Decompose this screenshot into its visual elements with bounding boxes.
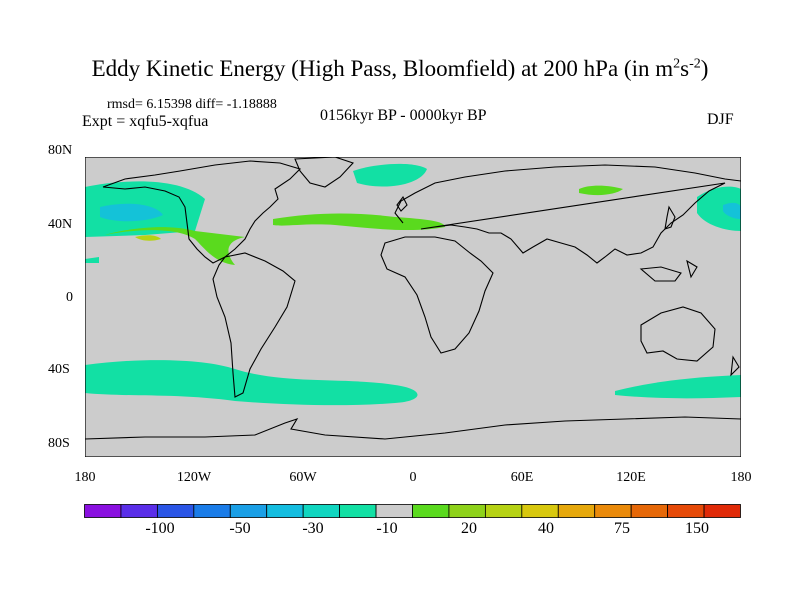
region-southern-ocean-east: [615, 375, 741, 399]
x-tick-120e: 120E: [616, 470, 646, 485]
map-plot: [85, 157, 741, 457]
region-norwegian-sea: [353, 163, 427, 187]
period-label: 0156kyr BP - 0000kyr BP: [320, 107, 487, 124]
coast-new-zealand: [730, 355, 740, 377]
colorbar-box: [339, 504, 377, 518]
x-tick-60w: 60W: [289, 470, 317, 485]
colorbar-label: 150: [685, 520, 709, 537]
colorbar-box: [448, 504, 486, 518]
colorbar-box: [120, 504, 158, 518]
coast-uk: [396, 195, 408, 212]
colorbar-label: 40: [538, 520, 554, 537]
colorbar-box: [630, 504, 669, 518]
colorbar-box: [703, 504, 741, 518]
season-label: DJF: [707, 111, 734, 128]
colorbar: [84, 504, 741, 518]
coast-africa: [380, 236, 494, 354]
colorbar-box: [521, 504, 559, 518]
x-tick-0: 0: [409, 470, 417, 485]
colorbar-label: -50: [229, 520, 251, 537]
coast-australia: [640, 306, 716, 362]
region-e-pacific-core: [135, 235, 161, 241]
region-n-pacific-core: [100, 203, 163, 222]
colorbar-box: [193, 504, 231, 518]
map-title: Eddy Kinetic Energy (High Pass, Bloomfie…: [91, 56, 709, 81]
coast-north-america: [102, 160, 302, 264]
colorbar-box: [594, 504, 632, 518]
coast-antarctica: [85, 416, 741, 440]
colorbar-box: [484, 504, 523, 518]
coast-japan: [664, 205, 676, 230]
colorbar-box: [412, 504, 450, 518]
region-southern-ocean-west: [85, 360, 418, 406]
y-tick-eq: 0: [66, 290, 73, 305]
y-tick-80n: 80N: [48, 143, 73, 158]
x-tick-180e: 180: [730, 470, 752, 485]
colorbar-box: [229, 504, 268, 518]
x-tick-60e: 60E: [510, 470, 534, 485]
colorbar-box: [266, 504, 304, 518]
colorbar-label: 20: [461, 520, 477, 537]
region-e-pacific: [105, 227, 245, 265]
stats-label: rmsd= 6.15398 diff= -1.18888: [107, 97, 277, 112]
colorbar-label: -10: [376, 520, 398, 537]
coast-south-america: [212, 252, 296, 398]
experiment-label: Expt = xqfu5-xqfua: [82, 113, 209, 130]
y-tick-40n: 40N: [48, 217, 73, 232]
coast-greenland: [294, 157, 354, 188]
x-tick-180w: 180: [74, 470, 96, 485]
colorbar-box: [84, 504, 122, 518]
region-tiny-w-pacific: [85, 257, 99, 263]
colorbar-box: [557, 504, 596, 518]
region-ne-pacific: [697, 186, 741, 231]
colorbar-label: -100: [145, 520, 175, 537]
x-tick-120w: 120W: [176, 470, 212, 485]
coast-southeast-asia: [639, 259, 698, 282]
region-central-asia: [579, 185, 623, 196]
coastlines: [85, 157, 741, 440]
colorbar-label: -30: [302, 520, 324, 537]
colorbar-box: [375, 504, 413, 518]
y-tick-80s: 80S: [48, 436, 70, 451]
y-tick-40s: 40S: [48, 362, 70, 377]
colorbar-box: [667, 504, 705, 518]
region-n-atlantic: [273, 213, 445, 231]
region-ne-pacific-core: [723, 202, 741, 219]
colorbar-label: 75: [614, 520, 630, 537]
coast-europe-asia: [394, 164, 741, 264]
colorbar-box: [156, 504, 195, 518]
colorbar-box: [302, 504, 341, 518]
